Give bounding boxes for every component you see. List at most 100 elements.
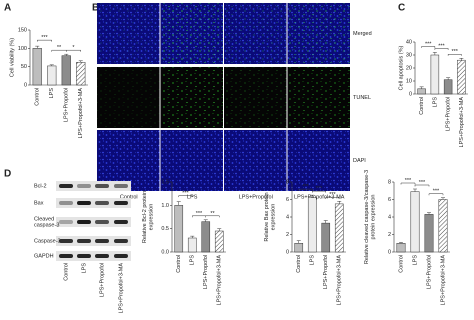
tunel-signal [224,67,287,128]
y-tick-label: 1.5 [161,179,169,185]
significance-bracket [400,182,416,185]
y-tick-label: 2 [286,232,289,238]
significance-bracket [421,46,436,48]
error-bar [176,201,181,206]
y-tick-label: 4 [388,214,391,220]
y-tick-label: 2 [388,232,391,238]
bar [321,222,331,253]
micrograph [97,130,160,191]
error-bar [190,235,195,238]
band-label: caspase-3 [34,222,59,228]
blot-band [59,201,73,205]
x-tick-label: LPS+Propofol+3-MA [78,88,84,139]
bar [334,203,344,253]
blot-band [77,220,91,224]
row-label: TUNEL [353,95,371,101]
blot-band [95,239,109,243]
significance-label: ** [210,211,215,217]
x-tick-label: LPS+Propofol+3-MA [217,255,223,306]
y-axis-title: Relative cleaved caspase-3/caspase-3 [364,170,370,264]
significance-label: * [72,45,75,51]
x-tick-label: LPS+Propofol [323,255,329,289]
blot-band [77,239,91,243]
lane-label: Control [63,263,69,281]
error-bar [296,240,301,244]
tunel-signal [287,3,350,64]
band-label: Bax [34,200,44,206]
error-bar [427,212,431,215]
x-tick-label: Control [176,255,182,273]
y-tick-label: 10 [406,78,412,84]
x-tick-label: LPS+Propofol [203,255,209,289]
y-axis-title: Relative Bax protein [264,192,270,241]
significance-label: *** [452,49,459,55]
lane-label: LPS+Propofol [99,263,105,297]
significance-label: *** [405,178,412,184]
bar [174,205,184,253]
significance-bracket [428,193,444,196]
significance-bracket [66,49,81,52]
blot-band [77,184,91,188]
y-tick-label: 0 [409,91,412,97]
error-bar [35,45,40,49]
x-tick-label: LPS+Propofol+3-MA [337,255,343,306]
bar [201,221,211,253]
blot-band [95,220,109,224]
y-tick-label: 0 [388,249,391,255]
error-bar [217,228,222,231]
error-bar [78,60,83,63]
x-tick-label: Control [35,88,41,106]
significance-label: ** [57,45,62,51]
y-tick-label: 1.0 [161,203,169,209]
bar [214,230,224,253]
y-tick-label: 0.5 [161,226,169,232]
blot-band [95,254,109,258]
y-axis-title: Cell viability (%) [9,38,15,77]
blot-band [59,184,73,188]
x-tick-label: Control [419,97,425,115]
x-tick-label: LPS [432,97,438,108]
x-tick-label: Control [398,255,404,273]
y-axis-title: Cell apoptosis (%) [398,46,404,91]
significance-bracket [414,184,430,187]
bar [307,197,317,253]
tunel-signal [287,67,350,128]
bar [61,55,71,86]
bar [294,243,304,253]
error-bar [446,77,451,80]
y-tick-label: 0 [286,249,289,255]
significance-label: *** [419,180,426,186]
blot-band [114,254,128,258]
panel-label: A [4,3,11,14]
blot-band [114,184,128,188]
y-axis-title: protein expression [371,195,377,240]
column-label: LPS+Propofol [239,194,273,200]
significance-label: *** [182,191,189,197]
blot-band [77,201,91,205]
bar [430,54,440,95]
blot-strip [56,236,131,246]
band-label: GAPDH [34,253,54,259]
bar [438,199,448,253]
y-tick-label: 0 [24,82,27,88]
y-tick-label: 30 [406,52,412,58]
blot-band [59,254,73,258]
y-tick-label: 0.0 [161,249,169,255]
x-tick-label: LPS [412,255,418,266]
blot-band [59,239,73,243]
significance-bracket [37,39,52,42]
lane-label: LPS [81,263,87,274]
x-tick-label: Control [296,255,302,273]
x-tick-label: LPS [49,88,55,99]
bar [76,62,86,86]
y-tick-label: 6 [286,197,289,203]
tunel-signal [97,67,160,128]
error-bar [441,197,445,200]
blot-strip [56,181,131,191]
significance-bracket [312,190,326,193]
y-axis-title: expression [149,204,155,231]
significance-bracket [205,215,220,218]
y-tick-label: 150 [18,27,27,33]
significance-bracket [298,188,313,191]
